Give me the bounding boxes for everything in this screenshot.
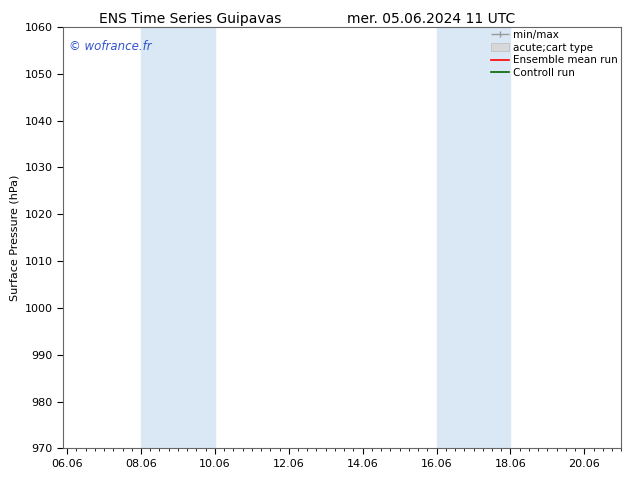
Y-axis label: Surface Pressure (hPa): Surface Pressure (hPa)	[10, 174, 19, 301]
Text: mer. 05.06.2024 11 UTC: mer. 05.06.2024 11 UTC	[347, 12, 515, 26]
Bar	[437, 27, 510, 448]
Text: © wofrance.fr: © wofrance.fr	[69, 40, 152, 52]
Text: ENS Time Series Guipavas: ENS Time Series Guipavas	[99, 12, 281, 26]
Legend: min/max, acute;cart type, Ensemble mean run, Controll run: min/max, acute;cart type, Ensemble mean …	[488, 28, 620, 80]
Bar	[141, 27, 215, 448]
